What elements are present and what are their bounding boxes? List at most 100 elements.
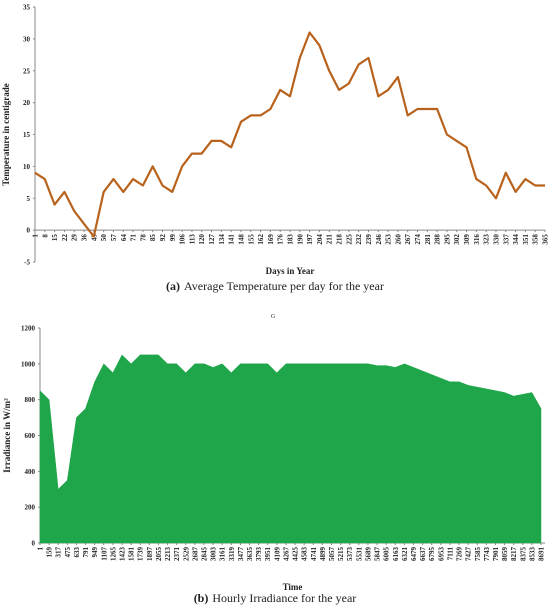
x-tick-label: 267 xyxy=(404,234,412,245)
caption-text: Average Temperature per day for the year xyxy=(184,279,384,293)
x-tick-label: 2055 xyxy=(155,547,163,562)
x-tick-label: 8533 xyxy=(528,547,536,562)
caption-label: (b) xyxy=(194,591,209,605)
x-tick-label: 351 xyxy=(522,234,530,245)
caption-text: Hourly Irradiance for the year xyxy=(212,591,356,605)
y-tick-label: 600 xyxy=(25,432,36,440)
x-tick-label: 225 xyxy=(345,234,353,245)
x-tick-label: 475 xyxy=(64,547,72,558)
x-tick-label: 7111 xyxy=(446,547,454,561)
caption: (b) Hourly Irradiance for the year xyxy=(194,591,357,605)
y-tick-label: 1000 xyxy=(21,360,36,368)
x-tick-label: 2529 xyxy=(182,547,190,562)
x-tick-label: 3951 xyxy=(264,547,272,562)
x-tick-label: 106 xyxy=(179,234,187,245)
y-tick-label: 35 xyxy=(23,4,31,12)
x-tick-label: 159 xyxy=(46,547,54,558)
x-tick-label: 218 xyxy=(336,234,344,245)
temperature-line xyxy=(34,31,545,238)
x-tick-label: 2213 xyxy=(164,547,172,562)
x-tick-label: 127 xyxy=(208,234,216,245)
x-tick-label: 5057 xyxy=(328,547,336,562)
x-tick-label: 260 xyxy=(394,234,402,245)
x-tick-label: 791 xyxy=(82,547,90,558)
x-tick-label: 120 xyxy=(198,234,206,245)
x-tick-label: 323 xyxy=(483,234,491,245)
x-tick-label: 5373 xyxy=(346,547,354,562)
x-tick-label: 949 xyxy=(91,547,99,558)
x-tick-label: 232 xyxy=(355,234,363,245)
x-tick-label: 8059 xyxy=(501,547,509,562)
x-tick-label: 6005 xyxy=(383,547,391,562)
y-tick-label: 30 xyxy=(23,35,31,43)
x-tick-label: 2687 xyxy=(191,547,199,562)
x-tick-label: 288 xyxy=(434,234,442,245)
x-tick-label: 316 xyxy=(473,234,481,245)
x-tick-label: 155 xyxy=(247,234,255,245)
x-tick-label: 6321 xyxy=(401,547,409,562)
y-tick-label: 5 xyxy=(27,195,31,203)
y-tick-label: 0 xyxy=(27,227,31,235)
x-tick-label: 162 xyxy=(257,234,265,245)
x-tick-label: 302 xyxy=(453,234,461,245)
x-tick-label: 134 xyxy=(218,234,226,245)
x-tick-label: 281 xyxy=(424,234,432,245)
x-tick-label: 64 xyxy=(120,234,128,242)
y-tick-label: 200 xyxy=(25,504,36,512)
y-tick-label: 0 xyxy=(32,540,36,548)
y-axis-title: Irradiance in W/m² xyxy=(2,398,12,473)
caption: (a) Average Temperature per day for the y… xyxy=(166,279,384,293)
x-tick-label: 3635 xyxy=(246,547,254,562)
x-tick-label: 5215 xyxy=(337,547,345,562)
x-tick-label: 8691 xyxy=(538,547,546,562)
x-tick-label: 5531 xyxy=(355,547,363,562)
x-tick-label: 211 xyxy=(326,234,334,245)
x-tick-label: 4109 xyxy=(273,547,281,562)
x-tick-label: 85 xyxy=(149,234,157,242)
x-tick-label: 15 xyxy=(51,234,59,242)
x-tick-label: 5847 xyxy=(374,547,382,562)
annotation: G xyxy=(271,314,276,320)
x-tick-label: 113 xyxy=(188,234,196,245)
x-tick-label: 57 xyxy=(110,234,118,242)
irradiance-area xyxy=(39,354,542,544)
x-tick-label: 3161 xyxy=(219,547,227,562)
x-tick-label: 78 xyxy=(139,234,147,242)
x-tick-label: 71 xyxy=(130,234,138,242)
x-tick-label: 190 xyxy=(296,234,304,245)
x-tick-label: 3003 xyxy=(210,547,218,562)
x-tick-label: 141 xyxy=(228,234,236,245)
x-tick-label: 99 xyxy=(169,234,177,242)
x-tick-label: 92 xyxy=(159,234,167,242)
x-tick-label: 6479 xyxy=(410,547,418,562)
x-tick-label: 29 xyxy=(71,234,79,242)
x-tick-label: 1423 xyxy=(118,547,126,562)
x-tick-label: 317 xyxy=(55,547,63,558)
x-tick-label: 169 xyxy=(267,234,275,245)
y-tick-label: 25 xyxy=(23,67,31,75)
x-tick-label: 197 xyxy=(306,234,314,245)
x-tick-label: 1 xyxy=(32,234,40,238)
x-tick-label: 3477 xyxy=(237,547,245,562)
x-tick-label: 183 xyxy=(287,234,295,245)
y-axis-title: Temperature in centigrade xyxy=(1,83,11,186)
x-tick-label: 246 xyxy=(375,234,383,245)
x-tick-label: 4425 xyxy=(292,547,300,562)
x-tick-label: 6795 xyxy=(428,547,436,562)
x-tick-label: 4741 xyxy=(310,547,318,562)
x-tick-label: 1581 xyxy=(128,547,136,562)
x-tick-label: 8217 xyxy=(510,547,518,562)
x-tick-label: 1739 xyxy=(137,547,145,562)
x-tick-label: 1 xyxy=(37,547,45,551)
x-tick-label: 7743 xyxy=(483,547,491,562)
x-tick-label: 204 xyxy=(316,234,324,245)
x-tick-label: 6953 xyxy=(437,547,445,562)
x-tick-label: 337 xyxy=(502,234,510,245)
x-tick-label: 4267 xyxy=(282,547,290,562)
x-tick-label: 8 xyxy=(41,234,49,238)
x-tick-label: 2371 xyxy=(173,547,181,562)
x-tick-label: 4583 xyxy=(301,547,309,562)
x-tick-label: 1265 xyxy=(109,547,117,562)
x-tick-label: 8375 xyxy=(519,547,527,562)
